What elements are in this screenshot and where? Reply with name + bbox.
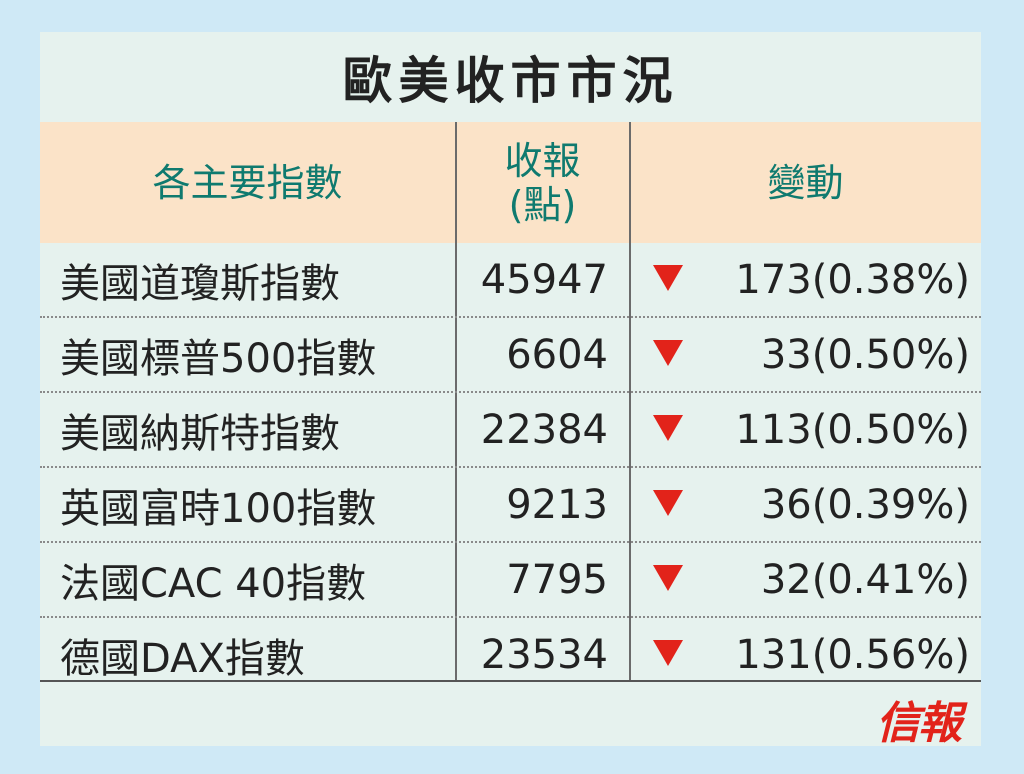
column-divider — [455, 122, 457, 680]
down-triangle-icon — [653, 490, 683, 516]
table-row: 法國CAC 40指數 7795 32(0.41%) — [40, 543, 981, 616]
row-divider — [40, 316, 981, 318]
index-name: 法國CAC 40指數 — [60, 560, 367, 607]
change-value: 36(0.39%) — [760, 481, 970, 528]
change-value: 32(0.41%) — [760, 556, 970, 603]
table-title: 歐美收市市況 — [342, 52, 679, 110]
row-divider — [40, 541, 981, 543]
down-triangle-icon — [653, 640, 683, 666]
change-value: 113(0.50%) — [735, 406, 970, 453]
index-name: 英國富時100指數 — [60, 485, 377, 532]
change-value: 131(0.56%) — [735, 631, 970, 678]
down-triangle-icon — [653, 565, 683, 591]
down-triangle-icon — [653, 265, 683, 291]
index-name: 美國納斯特指數 — [60, 410, 340, 457]
publisher-logo: 信報 — [876, 698, 962, 749]
header-index-name: 各主要指數 — [40, 122, 455, 243]
table-row: 美國標普500指數 6604 33(0.50%) — [40, 318, 981, 391]
close-value: 23534 — [480, 631, 608, 678]
table-row: 美國納斯特指數 22384 113(0.50%) — [40, 393, 981, 466]
row-divider — [40, 616, 981, 618]
table-bottom-rule — [40, 680, 981, 682]
close-value: 6604 — [506, 331, 608, 378]
market-summary-card: 歐美收市市況 各主要指數 收報 (點) 變動 美國道瓊斯指數 45947 173… — [40, 32, 981, 749]
index-name: 美國道瓊斯指數 — [60, 260, 340, 307]
header-close: 收報 (點) — [456, 122, 629, 243]
header-index-label: 各主要指數 — [152, 160, 343, 205]
header-close-label: 收報 — [504, 138, 581, 183]
table-row: 英國富時100指數 9213 36(0.39%) — [40, 468, 981, 541]
row-divider — [40, 466, 981, 468]
header-change-label: 變動 — [767, 160, 844, 205]
close-value: 7795 — [506, 556, 608, 603]
row-divider — [40, 391, 981, 393]
close-value: 9213 — [506, 481, 608, 528]
column-divider — [629, 122, 631, 680]
header-change: 變動 — [630, 122, 981, 243]
index-name: 德國DAX指數 — [60, 635, 305, 682]
table-row: 德國DAX指數 23534 131(0.56%) — [40, 618, 981, 691]
close-value: 45947 — [480, 256, 608, 303]
down-triangle-icon — [653, 415, 683, 441]
header-close-unit: (點) — [508, 182, 577, 227]
index-name: 美國標普500指數 — [60, 335, 377, 382]
change-value: 33(0.50%) — [760, 331, 970, 378]
down-triangle-icon — [653, 340, 683, 366]
table-row: 美國道瓊斯指數 45947 173(0.38%) — [40, 243, 981, 316]
change-value: 173(0.38%) — [735, 256, 970, 303]
close-value: 22384 — [480, 406, 608, 453]
table-header: 各主要指數 收報 (點) 變動 — [40, 122, 981, 243]
